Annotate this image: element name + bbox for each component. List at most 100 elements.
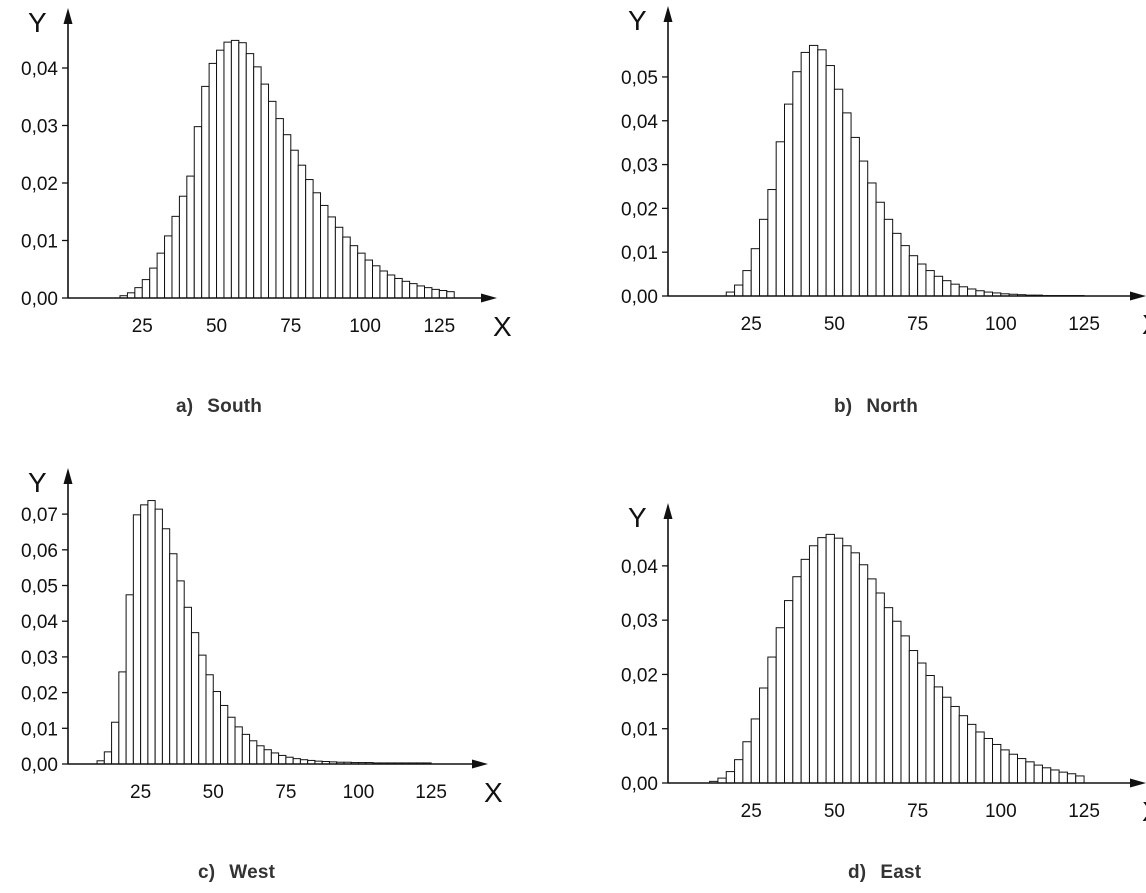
histogram-bar	[917, 263, 927, 297]
histogram-bar	[198, 654, 207, 765]
y-tick-label: 0,02	[21, 684, 58, 705]
histogram-bar	[238, 42, 247, 299]
histogram-bar	[290, 149, 299, 299]
histogram-bar	[850, 136, 860, 297]
y-tick-label: 0,01	[621, 720, 658, 741]
x-tick-label: 50	[824, 314, 845, 335]
y-tick-label: 0,01	[21, 719, 58, 740]
histogram-bar	[983, 737, 994, 784]
x-tick-label: 50	[203, 782, 224, 803]
chart-panel-south: 0,00 0,01 0,02 0,03 0,04 25 50 75 100 125 X Y a) Sou…	[0, 0, 560, 440]
histogram-bar	[784, 103, 794, 297]
histogram-bar	[808, 545, 819, 784]
histogram-bar	[825, 533, 835, 784]
chart-panel-west: 0,00 0,01 0,02 0,03 0,04 0,05 0,06 0,07 25 50 75 10…	[0, 467, 560, 893]
chart-title: South	[207, 396, 263, 417]
histogram-bar	[958, 286, 969, 297]
histogram-bar	[270, 752, 280, 765]
histogram-bar	[750, 248, 761, 297]
x-tick-label: 75	[907, 801, 928, 822]
histogram-bar	[125, 594, 134, 765]
histogram-bar	[103, 751, 113, 765]
y-tick-label: 0,05	[21, 577, 58, 598]
histogram-bar	[118, 671, 127, 765]
histogram-bar	[379, 270, 388, 299]
bars-group	[119, 39, 455, 299]
histogram-bar	[111, 721, 120, 765]
y-tick-label: 0,03	[21, 648, 58, 669]
histogram-bar	[1008, 753, 1018, 784]
x-tick-label: 125	[415, 782, 447, 803]
histogram-bar	[372, 265, 381, 299]
histogram-bar	[883, 218, 894, 297]
chart-caption-east: d) East	[848, 862, 921, 884]
histogram-bar	[742, 741, 752, 784]
x-tick-label: 50	[206, 316, 227, 337]
histogram-bar	[334, 226, 344, 299]
histogram-bar	[208, 62, 218, 299]
chart-caption-west: c) West	[198, 862, 275, 884]
histogram-bar	[933, 686, 944, 784]
histogram-bar	[900, 635, 910, 784]
y-tick-label: 0,07	[21, 505, 58, 526]
histogram-bar	[249, 740, 258, 765]
y-tick-label: 0,04	[621, 557, 658, 578]
histogram-bar	[1033, 764, 1043, 784]
histogram-bar	[1075, 775, 1085, 784]
chart-caption-south: a) South	[176, 396, 262, 418]
histogram-bar	[186, 175, 195, 299]
histogram-bar	[220, 704, 229, 765]
caption-letter: b)	[834, 396, 853, 417]
y-axis-arrow	[663, 503, 673, 519]
histogram-bar	[858, 160, 869, 297]
histogram-bar	[784, 600, 794, 784]
y-tick-label: 0,04	[21, 59, 58, 80]
x-tick-label: 50	[824, 801, 845, 822]
histogram-bar	[132, 514, 142, 765]
x-tick-label: 25	[132, 316, 153, 337]
histogram-bar	[205, 674, 214, 765]
histogram-bar	[950, 283, 960, 297]
histogram-bar	[245, 53, 255, 299]
histogram-bar	[297, 164, 307, 299]
y-tick-label: 0,03	[21, 117, 58, 138]
histogram-bar	[176, 580, 185, 765]
histogram-bar	[216, 49, 225, 299]
chart-title: North	[866, 396, 918, 417]
histogram-bar	[900, 245, 910, 297]
histogram-bar	[161, 528, 171, 765]
histogram-bar	[409, 283, 418, 299]
histogram-bar	[992, 743, 1002, 784]
histogram-bar	[967, 288, 977, 297]
histogram-bar	[908, 255, 919, 297]
y-tick-label: 0,03	[621, 156, 658, 177]
histogram-bar	[850, 552, 860, 784]
histogram-bar	[431, 288, 440, 299]
histogram-bar	[1025, 761, 1035, 784]
histogram-bar	[268, 100, 277, 299]
histogram-bar	[320, 204, 329, 299]
histogram-bar	[154, 508, 163, 765]
histogram-bar	[750, 718, 761, 784]
y-tick-label: 0,02	[621, 665, 658, 686]
histogram-bar	[825, 65, 835, 297]
histogram-bar	[775, 141, 785, 297]
histogram-bar	[833, 88, 844, 297]
histogram-bar	[734, 284, 744, 297]
x-axis-label: X	[493, 311, 512, 342]
histogram-bar	[140, 504, 149, 765]
x-axis-arrow	[481, 293, 497, 303]
histogram-bar	[792, 71, 802, 297]
histogram-bar	[875, 592, 885, 784]
histogram-bar	[892, 620, 902, 784]
caption-letter: d)	[848, 862, 867, 883]
histogram-bar	[842, 112, 852, 297]
y-axis-arrow	[63, 468, 73, 484]
bars-group	[96, 500, 432, 765]
histogram-bar	[917, 662, 927, 784]
y-tick-label: 0,01	[21, 232, 58, 253]
y-tick-label: 0,00	[21, 755, 58, 776]
histogram-south: 0,00 0,01 0,02 0,03 0,04 25 50 75 100 125 X Y	[21, 7, 512, 342]
y-tick-label: 0,00	[621, 287, 658, 308]
histogram-bar	[446, 291, 455, 299]
